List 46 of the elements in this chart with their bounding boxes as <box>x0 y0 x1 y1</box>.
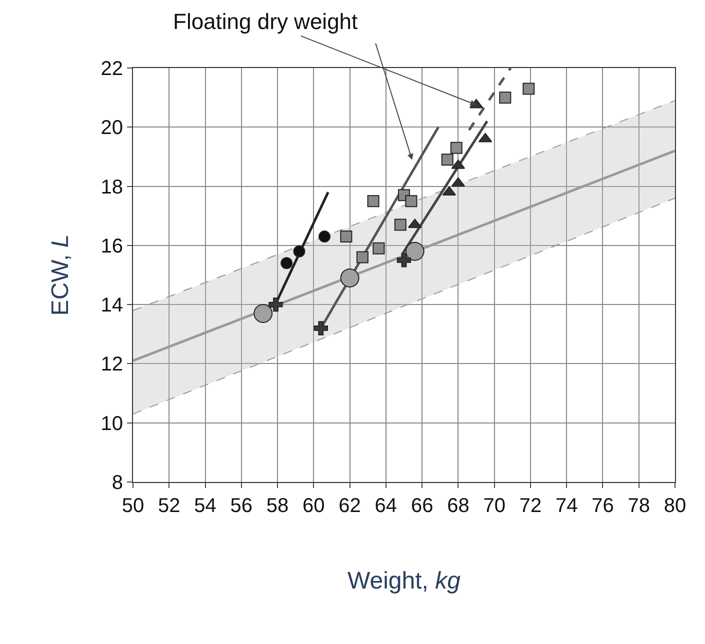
y-tick-label: 12 <box>100 354 123 376</box>
y-axis-title: ECW, L <box>46 234 74 316</box>
point <box>314 321 328 336</box>
point <box>340 230 352 243</box>
y-tick-label: 8 <box>112 472 123 494</box>
point <box>367 195 380 208</box>
x-tick-label: 64 <box>374 495 398 517</box>
point <box>394 218 406 231</box>
x-tick-label: 80 <box>664 495 686 517</box>
x-tick-label: 62 <box>338 495 361 517</box>
x-tick-label: 72 <box>519 495 542 517</box>
point <box>318 230 331 243</box>
x-tick-label: 70 <box>483 495 506 517</box>
point <box>405 242 424 261</box>
point <box>441 154 454 166</box>
point <box>372 242 385 254</box>
point <box>280 257 293 270</box>
point <box>450 142 462 154</box>
point <box>396 253 412 268</box>
x-tick-label: 66 <box>410 495 434 517</box>
point <box>356 251 368 264</box>
point <box>340 268 360 288</box>
point <box>405 195 418 208</box>
point <box>254 304 273 323</box>
point <box>268 297 283 312</box>
point <box>293 245 306 258</box>
x-tick-label: 68 <box>447 495 470 517</box>
y-tick-label: 10 <box>100 412 123 435</box>
x-tick-label: 56 <box>230 495 253 517</box>
x-tick-label: 78 <box>628 495 650 517</box>
x-tick-label: 76 <box>592 495 614 517</box>
x-tick-label: 58 <box>266 495 289 517</box>
x-tick-label: 52 <box>158 495 180 517</box>
y-tick-label: 22 <box>100 58 123 80</box>
point <box>499 92 512 104</box>
point <box>522 82 535 95</box>
y-tick-label: 20 <box>100 117 123 140</box>
x-axis-title: Weight, kg <box>348 567 462 594</box>
y-tick-label: 14 <box>100 294 123 317</box>
x-tick-label: 50 <box>122 495 144 517</box>
y-tick-label: 16 <box>100 235 123 258</box>
x-tick-label: 60 <box>302 495 325 517</box>
annotation: Floating dry weight <box>173 9 358 34</box>
y-tick-label: 18 <box>100 176 123 198</box>
x-tick-label: 74 <box>555 495 578 517</box>
x-tick-label: 54 <box>194 495 216 517</box>
